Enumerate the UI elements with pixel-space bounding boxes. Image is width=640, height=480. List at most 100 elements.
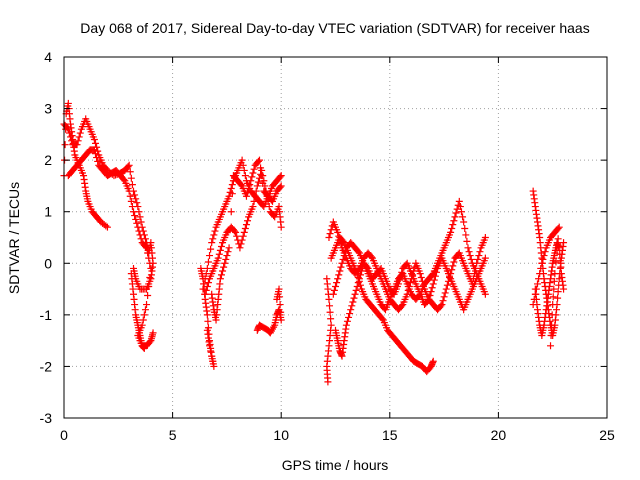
data-point [68,137,76,145]
data-point [339,255,347,263]
data-point [335,271,343,279]
data-point [227,185,235,193]
data-point [343,317,351,325]
data-point [549,293,557,301]
data-point [133,199,141,207]
data-point [208,352,216,360]
data-point [398,268,406,276]
data-point [134,223,142,231]
data-point [353,270,361,278]
x-tick-label: 25 [599,427,615,443]
data-point [326,302,334,310]
data-point [547,342,555,350]
data-point [255,156,263,164]
data-point [127,174,135,182]
data-point [476,248,484,256]
grid [64,57,607,418]
data-point [246,181,254,189]
data-point [211,227,219,235]
data-point [203,326,211,334]
data-point [265,203,273,211]
data-point [253,182,261,190]
data-point [144,292,152,300]
data-point [125,187,133,195]
data-point [74,137,82,145]
data-point [217,243,225,251]
data-point [210,362,218,370]
data-point [131,191,139,199]
data-point [217,271,225,279]
data-point [147,264,155,272]
data-point [203,311,211,319]
data-point [339,237,347,245]
data-point [425,295,433,303]
data-point [460,218,468,226]
data-point [136,231,144,239]
data-point [204,279,212,287]
series-arc-8 [208,156,285,324]
data-point [342,321,350,329]
data-point [451,213,459,221]
data-point [222,255,230,263]
data-point [378,315,386,323]
data-point [427,288,435,296]
data-point [560,239,568,247]
data-point [238,156,246,164]
data-point [136,213,144,221]
data-point [273,295,281,303]
data-point [126,168,134,176]
data-point [554,235,562,243]
data-point [539,255,547,263]
data-point [73,141,81,149]
data-point [277,182,285,190]
series-arc-14 [332,254,489,360]
data-point [204,317,212,325]
data-point [276,301,284,309]
data-point [447,228,455,236]
data-point [237,240,245,248]
data-point [326,230,334,238]
data-point [76,129,84,137]
data-point [350,294,358,302]
x-axis-label: GPS time / hours [282,457,389,473]
data-point [63,124,71,132]
y-tick-label: 2 [44,152,52,168]
data-point [144,249,152,257]
data-point [61,141,69,149]
series-arc-7 [201,166,285,298]
data-point [475,252,483,260]
data-point [529,301,537,309]
data-point [338,259,346,267]
data-point [428,271,436,279]
data-point [249,203,257,211]
data-point [241,224,249,232]
data-point [326,308,334,316]
data-point [327,315,335,323]
data-point [560,285,568,293]
data-point [443,281,451,289]
data-point [126,192,134,200]
data-point [90,136,98,144]
data-point [208,239,216,247]
data-point [396,276,404,284]
data-point [64,125,72,133]
data-point [355,275,363,283]
data-point [257,164,265,172]
data-point [432,268,440,276]
data-point [90,146,98,154]
data-point [228,181,236,189]
data-point [221,259,229,267]
data-point [242,192,250,200]
data-point [553,246,561,254]
data-point [214,254,222,262]
data-point [146,273,154,281]
data-point [442,285,450,293]
data-point [332,282,339,290]
data-point [239,161,247,169]
data-point [244,188,252,196]
data-point [245,185,253,193]
data-point [550,285,558,293]
data-point [94,157,102,165]
data-point [346,310,354,318]
x-tick-label: 0 [60,427,68,443]
